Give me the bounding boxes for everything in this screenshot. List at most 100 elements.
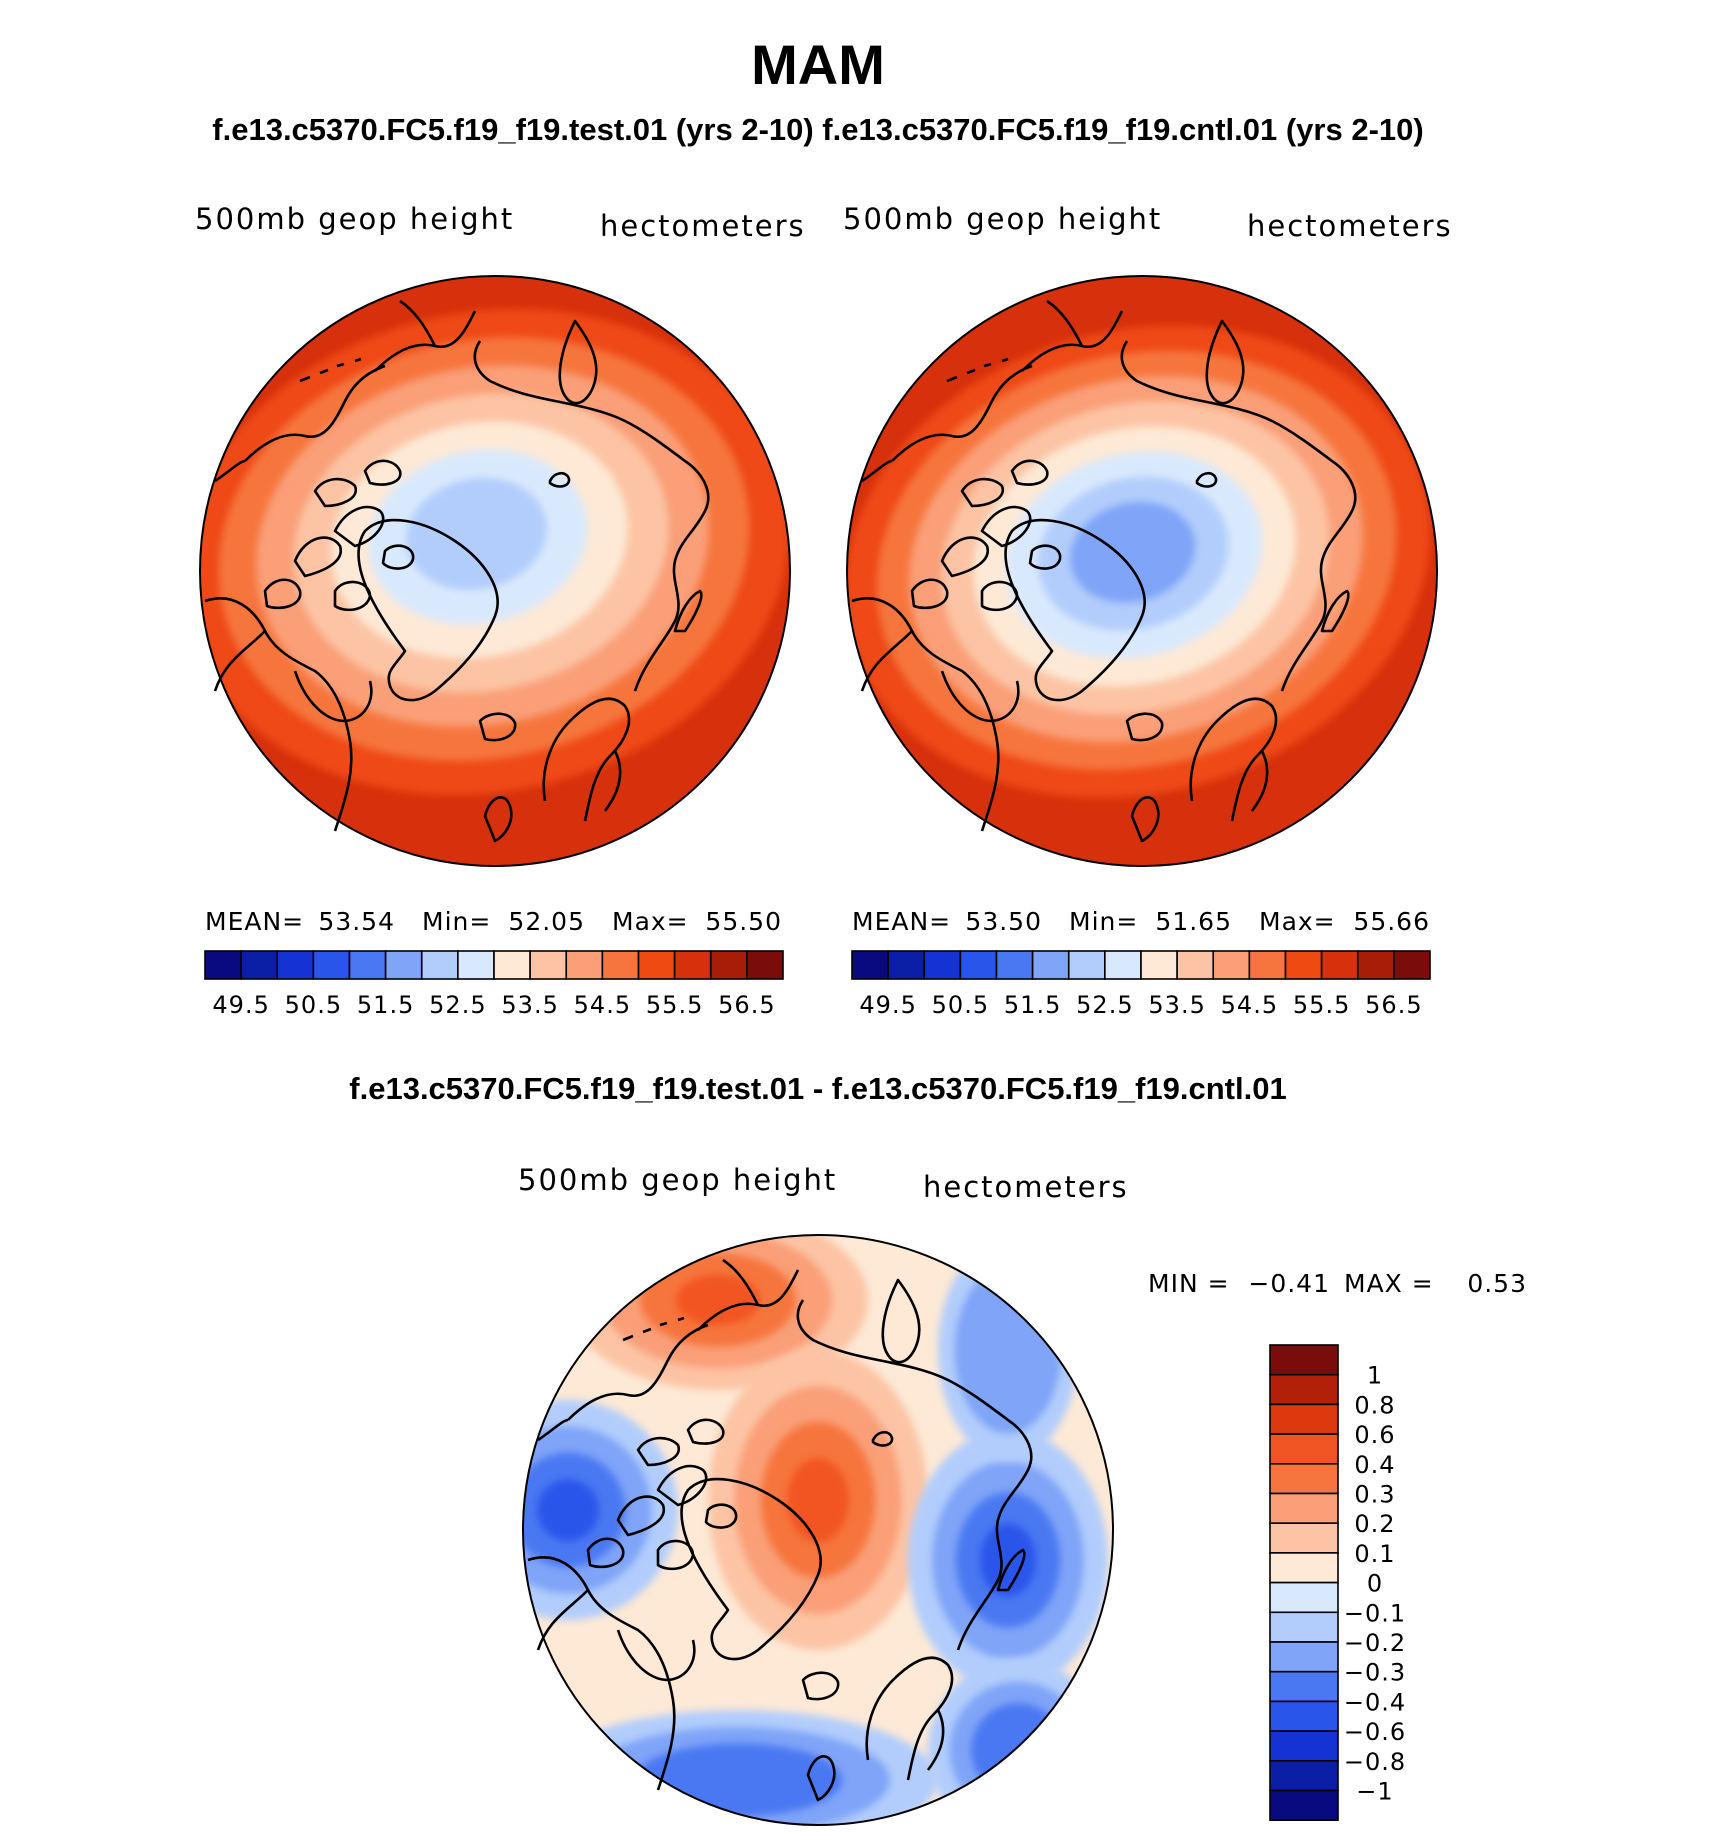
stat-max-value: 55.50 [705,907,782,936]
colorbar-tick-label: −0.2 [1344,1629,1406,1657]
colorbar-box [637,950,676,980]
stat-mean-value: 53.50 [965,907,1042,936]
colorbar-tick-label: 52.5 [1076,991,1133,1019]
colorbar-tick-label: 55.5 [646,991,703,1019]
colorbar-box [1269,1403,1339,1435]
colorbar-box [1269,1760,1339,1792]
colorbar-box [673,950,712,980]
colorbar-tick-label: 0.4 [1354,1451,1395,1479]
colorbar-box [1067,950,1106,980]
anomaly-positive [676,1274,760,1326]
panel-test-stats: MEAN= 53.54 Min= 52.05 Max= 55.50 [205,907,782,936]
colorbar-box [1269,1373,1339,1406]
colorbar-box [1269,1344,1339,1376]
stat-mean-label: MEAN= [205,907,304,936]
colorbar-tick-label: 0 [1367,1570,1383,1598]
colorbar-tick-label: −0.6 [1344,1718,1406,1746]
colorbar-box [1269,1552,1339,1584]
colorbar-tick-label: 54.5 [1221,991,1278,1019]
colorbar-box [493,950,531,980]
colorbar-box [887,950,926,980]
colorbar-tick-label: 51.5 [1004,991,1061,1019]
colorbar-box [1176,950,1215,980]
colorbar-box [529,950,568,980]
panel-test-variable: 500mb geop height [195,202,514,236]
colorbar-tick-label: 56.5 [718,991,775,1019]
colorbar-box [1269,1433,1339,1465]
anomaly-negative [954,1266,1062,1434]
anomaly-negative [949,1681,1087,1819]
colorbar-box [923,950,962,980]
colorbar-box [1212,950,1251,980]
colorbar-tick-label: −0.4 [1344,1688,1406,1716]
panel-cntl: 500mb geop height hectometers MEAN= 53.5… [843,202,1453,1019]
panel-test-map-border [199,275,791,867]
colorbar-box [457,950,495,980]
panel-cntl-stats: MEAN= 53.50 Min= 51.65 Max= 55.66 [852,907,1430,936]
panel-diff: 500mb geop height hectometers MIN = −0.4… [518,1163,1527,1826]
panel-test-units: hectometers [600,209,806,243]
colorbar-tick-label: 54.5 [574,991,631,1019]
colorbar-box [1031,950,1070,980]
colorbar-tick-label: −0.3 [1344,1659,1406,1687]
panel-cntl-map [846,275,1438,867]
colorbar-box [1269,1581,1339,1614]
colorbar-tick-label: 0.2 [1354,1510,1395,1538]
colorbar-box [1269,1611,1339,1643]
stat-max-label: Max= [1259,907,1336,936]
anomaly-negative [537,1479,599,1541]
colorbar-box [995,950,1034,980]
colorbar-box [959,950,998,980]
colorbar-box [1140,950,1178,980]
colorbar-box [420,950,459,980]
panel-test-colorbar: 49.5 50.5 51.5 52.5 53.5 54.5 55.5 56.5 [204,950,784,1019]
stat-min-label: Min= [1069,907,1138,936]
figure-title: MAM [751,33,885,96]
colorbar-box [601,950,640,980]
colorbar-tick-label: 50.5 [932,991,989,1019]
stat-max-value: 55.66 [1353,907,1430,936]
colorbar-box [1248,950,1287,980]
panel-diff-colorbar: 10.80.60.40.30.20.10−0.1−0.2−0.3−0.4−0.6… [1269,1344,1406,1822]
colorbar-box [312,950,351,980]
stat-min-value: 52.05 [508,907,585,936]
colorbar-box [1104,950,1142,980]
colorbar-box [1269,1700,1339,1732]
stat-max-value: 0.53 [1467,1269,1527,1298]
stat-min-label: MIN = [1148,1269,1230,1298]
colorbar-tick-label: 53.5 [1148,991,1205,1019]
colorbar-tick-label: 53.5 [501,991,558,1019]
panel-cntl-units: hectometers [1247,209,1453,243]
stat-max-label: Max= [612,907,689,936]
stat-min-value: −0.41 [1248,1269,1330,1298]
header-diff: f.e13.c5370.FC5.f19_f19.test.01 - f.e13.… [349,1071,1286,1106]
panel-cntl-contours [847,276,1437,866]
colorbar-tick-label: 49.5 [859,991,916,1019]
stat-mean-value: 53.54 [318,907,395,936]
panel-diff-stats: MIN = −0.41 MAX = 0.53 [1148,1269,1527,1298]
stat-mean-label: MEAN= [852,907,951,936]
colorbar-box [384,950,423,980]
colorbar-tick-label: −0.1 [1344,1599,1406,1627]
contour-band [406,477,547,591]
colorbar-tick-label: −0.8 [1344,1748,1406,1776]
colorbar-box [348,950,387,980]
colorbar-tick-label: 1 [1367,1362,1383,1390]
panel-test-map [199,275,791,867]
panel-cntl-colorbar: 49.5 50.5 51.5 52.5 53.5 54.5 55.5 56.5 [851,950,1431,1019]
colorbar-box [1269,1789,1339,1822]
panel-test: 500mb geop height hectometers MEAN= 53.5… [195,202,806,1019]
stat-min-value: 51.65 [1155,907,1232,936]
panel-diff-variable: 500mb geop height [518,1163,837,1197]
stat-max-label: MAX = [1344,1269,1434,1298]
colorbar-box [709,950,748,980]
colorbar-box [1393,950,1431,980]
stat-min-label: Min= [422,907,491,936]
colorbar-box [746,950,784,980]
panel-cntl-map-border [846,275,1438,867]
panel-diff-map [522,1234,1114,1826]
colorbar-box [1269,1522,1339,1554]
colorbar-tick-label: 50.5 [285,991,342,1019]
colorbar-box [1269,1463,1339,1495]
